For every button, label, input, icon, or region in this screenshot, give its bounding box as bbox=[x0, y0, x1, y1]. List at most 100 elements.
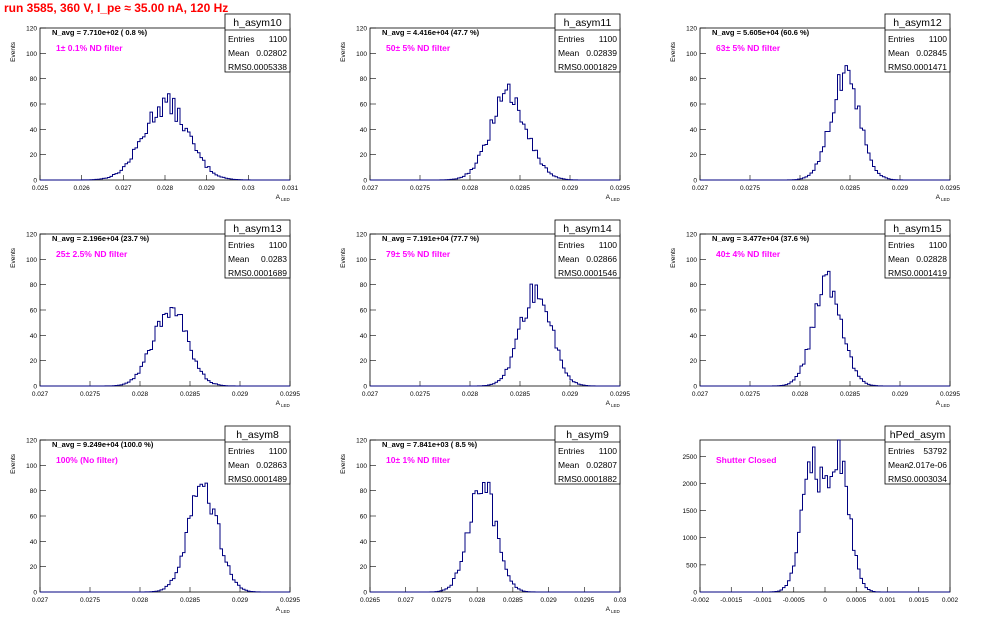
y-tick-label: 0 bbox=[363, 178, 367, 185]
y-tick-label: 40 bbox=[360, 539, 368, 546]
x-tick-label: 0.0275 bbox=[740, 391, 760, 398]
x-tick-label: 0.031 bbox=[282, 185, 299, 192]
stats-rms-label: RMS bbox=[228, 62, 247, 72]
x-tick-label: 0.0295 bbox=[280, 391, 300, 398]
stats-mean-value: 0.02828 bbox=[916, 254, 947, 264]
stats-mean-value: 0.02802 bbox=[256, 48, 287, 58]
stats-entries-label: Entries bbox=[228, 240, 254, 250]
stats-title: h_asym13 bbox=[233, 223, 282, 235]
x-axis-label-subscript: LED bbox=[281, 403, 291, 408]
x-axis-label-subscript: LED bbox=[281, 609, 291, 614]
y-tick-label: 0 bbox=[363, 384, 367, 391]
x-tick-label: 0.028 bbox=[462, 391, 479, 398]
y-tick-label: 100 bbox=[26, 257, 37, 264]
stats-entries-value: 53792 bbox=[923, 446, 947, 456]
x-tick-label: 0.001 bbox=[879, 597, 896, 604]
stats-rms-value: 0.0003034 bbox=[907, 474, 947, 484]
stats-rms-label: RMS bbox=[888, 474, 907, 484]
n-avg-label: N_avg = 7.191e+04 (77.7 %) bbox=[382, 234, 480, 243]
x-tick-label: 0.0275 bbox=[410, 185, 430, 192]
x-tick-label: 0.026 bbox=[74, 185, 91, 192]
y-tick-label: 40 bbox=[30, 127, 38, 134]
y-tick-label: 0 bbox=[33, 384, 37, 391]
y-tick-label: 40 bbox=[690, 127, 698, 134]
y-tick-label: 120 bbox=[26, 232, 37, 239]
stats-rms-value: 0.0005338 bbox=[247, 62, 287, 72]
stats-title: h_asym11 bbox=[564, 17, 612, 29]
x-tick-label: 0.0275 bbox=[80, 391, 100, 398]
y-axis-label: Events bbox=[10, 41, 17, 62]
x-axis-label: A bbox=[936, 194, 941, 201]
y-axis-label: Events bbox=[340, 247, 347, 268]
stats-rms-value: 0.0001829 bbox=[577, 62, 617, 72]
stats-box bbox=[224, 13, 291, 73]
stats-mean-value: 0.02845 bbox=[916, 48, 947, 58]
histogram-line bbox=[370, 481, 620, 593]
y-tick-label: 80 bbox=[360, 488, 368, 495]
histogram-line bbox=[700, 439, 950, 593]
y-axis-label: Events bbox=[10, 453, 17, 474]
x-tick-label: 0.0285 bbox=[180, 597, 200, 604]
histogram-line bbox=[370, 83, 620, 181]
n-avg-label: N_avg = 4.416e+04 (47.7 %) bbox=[382, 28, 480, 37]
y-tick-label: 0 bbox=[363, 590, 367, 597]
y-tick-label: 40 bbox=[30, 539, 38, 546]
stats-rms-value: 0.0001419 bbox=[907, 268, 947, 278]
y-tick-label: 120 bbox=[356, 232, 367, 239]
histogram-line bbox=[40, 482, 290, 593]
stats-mean-value: 0.02863 bbox=[256, 460, 287, 470]
x-tick-label: 0.0285 bbox=[503, 597, 523, 604]
n-avg-label: N_avg = 2.196e+04 (23.7 %) bbox=[52, 234, 150, 243]
y-tick-label: 120 bbox=[26, 438, 37, 445]
x-tick-label: 0.0265 bbox=[360, 597, 380, 604]
y-tick-label: 20 bbox=[30, 152, 38, 159]
y-tick-label: 2500 bbox=[683, 454, 698, 461]
y-tick-label: 60 bbox=[360, 102, 368, 109]
stats-mean-label: Mean bbox=[228, 48, 250, 58]
x-tick-label: 0.03 bbox=[242, 185, 255, 192]
x-tick-label: 0.0295 bbox=[940, 185, 960, 192]
stats-rms-label: RMS bbox=[228, 268, 247, 278]
x-tick-label: 0.0295 bbox=[574, 597, 594, 604]
stats-mean-value: 0.02839 bbox=[586, 48, 617, 58]
n-avg-label: N_avg = 7.841e+03 ( 8.5 %) bbox=[382, 440, 478, 449]
x-tick-label: 0.0005 bbox=[846, 597, 866, 604]
stats-rms-value: 0.0001882 bbox=[577, 474, 617, 484]
y-tick-label: 80 bbox=[360, 282, 368, 289]
stats-rms-label: RMS bbox=[558, 62, 577, 72]
y-tick-label: 120 bbox=[686, 232, 697, 239]
y-tick-label: 0 bbox=[33, 590, 37, 597]
x-tick-label: 0.028 bbox=[132, 391, 149, 398]
x-tick-label: 0.0295 bbox=[610, 391, 630, 398]
x-tick-label: 0.027 bbox=[32, 597, 49, 604]
stats-title: h_asym9 bbox=[566, 429, 609, 441]
stats-entries-label: Entries bbox=[888, 446, 914, 456]
y-tick-label: 100 bbox=[356, 463, 367, 470]
x-axis-label-subscript: LED bbox=[611, 197, 621, 202]
y-axis-label: Events bbox=[340, 41, 347, 62]
y-tick-label: 20 bbox=[690, 152, 698, 159]
stats-entries-label: Entries bbox=[558, 34, 584, 44]
y-tick-label: 20 bbox=[690, 358, 698, 365]
stats-mean-label: Mean bbox=[558, 254, 580, 264]
stats-entries-label: Entries bbox=[558, 446, 584, 456]
filter-label: 50± 5% ND filter bbox=[386, 43, 451, 53]
stats-mean-label: Mean bbox=[228, 460, 250, 470]
y-tick-label: 20 bbox=[360, 564, 368, 571]
stats-title: h_asym10 bbox=[233, 17, 282, 29]
y-tick-label: 20 bbox=[30, 564, 38, 571]
stats-entries-label: Entries bbox=[888, 240, 914, 250]
y-tick-label: 80 bbox=[30, 76, 38, 83]
filter-label: 40± 4% ND filter bbox=[716, 249, 781, 259]
stats-entries-label: Entries bbox=[228, 446, 254, 456]
stats-entries-value: 1100 bbox=[269, 240, 288, 250]
x-tick-label: 0.0285 bbox=[510, 391, 530, 398]
stats-entries-value: 1100 bbox=[929, 240, 948, 250]
n-avg-label: N_avg = 3.477e+04 (37.6 %) bbox=[712, 234, 810, 243]
stats-entries-label: Entries bbox=[228, 34, 254, 44]
y-axis-label: Events bbox=[340, 453, 347, 474]
x-tick-label: 0.028 bbox=[132, 597, 149, 604]
x-tick-label: 0.029 bbox=[232, 391, 249, 398]
y-tick-label: 60 bbox=[30, 102, 38, 109]
